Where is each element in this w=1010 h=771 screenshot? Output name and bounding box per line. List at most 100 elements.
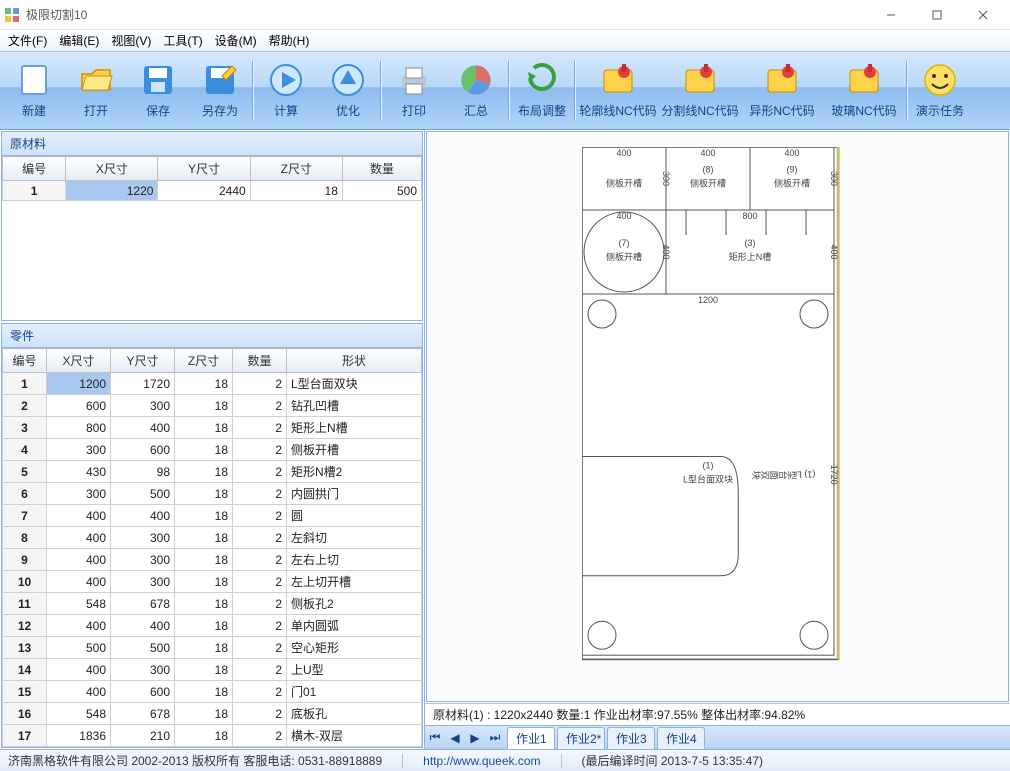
svg-text:(8): (8) <box>703 165 714 175</box>
toolbar-nc3-button[interactable]: 异形NC代码 <box>742 55 822 127</box>
part-row[interactable]: 8400300182左斜切 <box>3 527 422 549</box>
col-x[interactable]: X尺寸 <box>47 349 111 373</box>
svg-text:300: 300 <box>829 171 839 186</box>
open-icon <box>78 62 114 98</box>
svg-text:(1) L型台面双块: (1) L型台面双块 <box>751 470 815 480</box>
toolbar-open-button[interactable]: 打开 <box>66 55 126 127</box>
col-qty[interactable]: 数量 <box>233 349 287 373</box>
menu-device[interactable]: 设备(M) <box>215 32 257 49</box>
svg-text:侧板开槽: 侧板开槽 <box>774 178 810 189</box>
col-id[interactable]: 编号 <box>3 157 66 181</box>
part-row[interactable]: 112001720182L型台面双块 <box>3 373 422 395</box>
tab-last-button[interactable]: ⏭ <box>486 729 504 747</box>
toolbar-new-button[interactable]: 新建 <box>4 55 64 127</box>
status-build: (最后编译时间 2013-7-5 13:35:47) <box>582 752 763 769</box>
nc4-icon <box>846 62 882 98</box>
materials-table[interactable]: 编号 X尺寸 Y尺寸 Z尺寸 数量 11220244018500 <box>2 156 422 201</box>
calc-icon <box>268 62 304 98</box>
col-z[interactable]: Z尺寸 <box>175 349 233 373</box>
toolbar-nc2-button[interactable]: 分割线NC代码 <box>660 55 740 127</box>
toolbar-nc1-button[interactable]: 轮廓线NC代码 <box>578 55 658 127</box>
svg-text:(1): (1) <box>703 461 714 471</box>
demo-icon <box>922 62 958 98</box>
menu-help[interactable]: 帮助(H) <box>269 32 310 49</box>
menu-view[interactable]: 视图(V) <box>111 32 151 49</box>
svg-text:800: 800 <box>742 211 757 221</box>
tab-job1[interactable]: 作业1 <box>507 727 555 749</box>
col-y[interactable]: Y尺寸 <box>111 349 175 373</box>
tab-job3[interactable]: 作业3 <box>607 727 655 749</box>
svg-text:1200: 1200 <box>698 295 718 305</box>
tab-next-button[interactable]: ▶ <box>466 729 484 747</box>
toolbar-layout-button[interactable]: 布局调整 <box>512 55 572 127</box>
status-company: 济南黑格软件有限公司 2002-2013 版权所有 客服电话: 0531-889… <box>8 752 382 769</box>
saveas-icon <box>202 62 238 98</box>
app-icon <box>4 7 20 23</box>
svg-text:侧板开槽: 侧板开槽 <box>606 251 642 262</box>
part-row[interactable]: 16548678182底板孔 <box>3 703 422 725</box>
minimize-button[interactable] <box>868 0 914 30</box>
part-row[interactable]: 15400600182门01 <box>3 681 422 703</box>
part-row[interactable]: 171836210182横木-双层 <box>3 725 422 747</box>
tab-job2[interactable]: 作业2* <box>557 727 605 749</box>
nesting-diagram: 400300侧板开槽400(8)侧板开槽400300(9)侧板开槽400400(… <box>582 147 878 669</box>
part-row[interactable]: 13500500182空心矩形 <box>3 637 422 659</box>
svg-text:400: 400 <box>700 148 715 158</box>
svg-text:侧板开槽: 侧板开槽 <box>690 178 726 189</box>
svg-text:1720: 1720 <box>829 465 839 485</box>
col-id[interactable]: 编号 <box>3 349 47 373</box>
part-row[interactable]: 9400300182左右上切 <box>3 549 422 571</box>
part-row[interactable]: 2600300182钻孔凹槽 <box>3 395 422 417</box>
part-row[interactable]: 10400300182左上切开槽 <box>3 571 422 593</box>
toolbar-save-button[interactable]: 保存 <box>128 55 188 127</box>
materials-panel: 原材料 编号 X尺寸 Y尺寸 Z尺寸 数量 11220244018500 <box>1 131 423 321</box>
left-pane: 原材料 编号 X尺寸 Y尺寸 Z尺寸 数量 11220244018500 零件 … <box>0 130 425 749</box>
part-row[interactable]: 11548678182侧板孔2 <box>3 593 422 615</box>
parts-table[interactable]: 编号 X尺寸 Y尺寸 Z尺寸 数量 形状 112001720182L型台面双块2… <box>2 348 422 747</box>
menu-tool[interactable]: 工具(T) <box>163 32 202 49</box>
col-z[interactable]: Z尺寸 <box>250 157 342 181</box>
toolbar-print-button[interactable]: 打印 <box>384 55 444 127</box>
toolbar-optimize-button[interactable]: 优化 <box>318 55 378 127</box>
tab-prev-button[interactable]: ◀ <box>446 729 464 747</box>
tab-job4[interactable]: 作业4 <box>657 727 705 749</box>
part-row[interactable]: 12400400182单内圆弧 <box>3 615 422 637</box>
svg-text:400: 400 <box>616 148 631 158</box>
col-shape[interactable]: 形状 <box>287 349 422 373</box>
toolbar-saveas-button[interactable]: 另存为 <box>190 55 250 127</box>
statusbar: 济南黑格软件有限公司 2002-2013 版权所有 客服电话: 0531-889… <box>0 749 1010 771</box>
menu-edit[interactable]: 编辑(E) <box>59 32 99 49</box>
optimize-icon <box>330 62 366 98</box>
part-row[interactable]: 14400300182上U型 <box>3 659 422 681</box>
layout-icon <box>524 62 560 98</box>
part-row[interactable]: 7400400182圆 <box>3 505 422 527</box>
summary-icon <box>458 62 494 98</box>
svg-text:(9): (9) <box>787 165 798 175</box>
part-row[interactable]: 3800400182矩形上N槽 <box>3 417 422 439</box>
close-button[interactable] <box>960 0 1006 30</box>
layout-canvas[interactable]: 400300侧板开槽400(8)侧板开槽400300(9)侧板开槽400400(… <box>426 131 1009 702</box>
col-qty[interactable]: 数量 <box>342 157 421 181</box>
save-icon <box>140 62 176 98</box>
nc2-icon <box>682 62 718 98</box>
col-x[interactable]: X尺寸 <box>66 157 158 181</box>
col-y[interactable]: Y尺寸 <box>158 157 250 181</box>
right-pane: 400300侧板开槽400(8)侧板开槽400300(9)侧板开槽400400(… <box>425 130 1010 749</box>
maximize-button[interactable] <box>914 0 960 30</box>
menu-file[interactable]: 文件(F) <box>8 32 47 49</box>
toolbar-summary-button[interactable]: 汇总 <box>446 55 506 127</box>
parts-panel: 零件 编号 X尺寸 Y尺寸 Z尺寸 数量 形状 112001720182L型台面… <box>1 323 423 748</box>
tab-first-button[interactable]: ⏮ <box>426 729 444 747</box>
job-tabbar: ⏮ ◀ ▶ ⏭ 作业1 作业2* 作业3 作业4 <box>425 725 1010 749</box>
material-row[interactable]: 11220244018500 <box>3 181 422 201</box>
toolbar-demo-button[interactable]: 演示任务 <box>910 55 970 127</box>
status-url[interactable]: http://www.queek.com <box>423 754 540 768</box>
part-row[interactable]: 4300600182侧板开槽 <box>3 439 422 461</box>
toolbar-nc4-button[interactable]: 玻璃NC代码 <box>824 55 904 127</box>
part-row[interactable]: 543098182矩形N槽2 <box>3 461 422 483</box>
svg-text:侧板开槽: 侧板开槽 <box>606 178 642 189</box>
toolbar-calc-button[interactable]: 计算 <box>256 55 316 127</box>
part-row[interactable]: 6300500182内圆拱门 <box>3 483 422 505</box>
print-icon <box>396 62 432 98</box>
parts-title: 零件 <box>2 324 422 348</box>
